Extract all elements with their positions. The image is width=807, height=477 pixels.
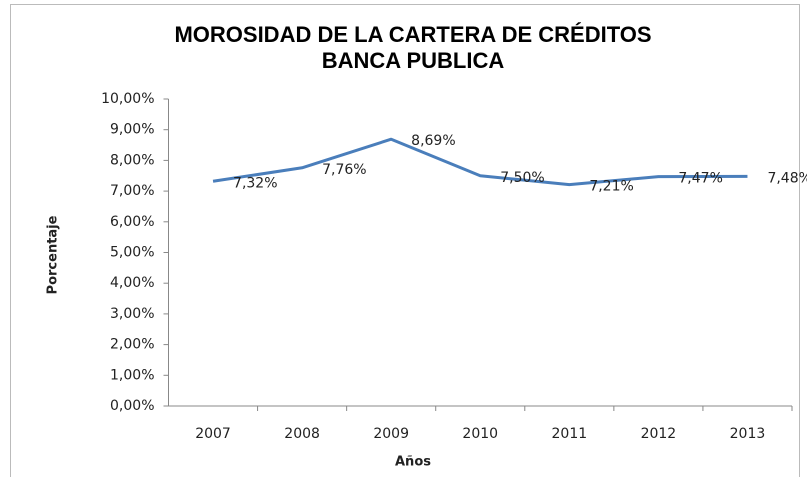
x-axis-title: Años: [395, 455, 431, 470]
chart-border: [10, 4, 800, 477]
x-tick-label: 2010: [462, 426, 498, 442]
chart-title: MOROSIDAD DE LA CARTERA DE CRÉDITOS: [174, 22, 651, 47]
y-tick-label: 3,00%: [110, 306, 154, 322]
y-tick-label: 6,00%: [110, 214, 154, 230]
y-tick-label: 9,00%: [110, 122, 154, 138]
y-axis-title: Porcentaje: [46, 215, 61, 294]
chart-subtitle: BANCA PUBLICA: [322, 48, 505, 73]
y-tick-label: 0,00%: [110, 398, 154, 414]
data-label: 7,21%: [589, 179, 633, 195]
y-tick-label: 4,00%: [110, 275, 154, 291]
y-tick-label: 1,00%: [110, 367, 154, 383]
data-label: 8,69%: [411, 133, 455, 149]
data-label: 7,47%: [678, 171, 722, 187]
x-tick-label: 2012: [641, 426, 677, 442]
data-label: 7,76%: [322, 162, 366, 178]
x-tick-label: 2008: [284, 426, 320, 442]
y-tick-label: 10,00%: [101, 91, 154, 107]
y-tick-label: 5,00%: [110, 245, 154, 261]
line: [212, 137, 748, 187]
y-tick-label: 8,00%: [110, 152, 154, 168]
x-tick-label: 2009: [373, 426, 409, 442]
y-tick-label: 2,00%: [110, 337, 154, 353]
data-label: 7,50%: [500, 170, 544, 186]
x-tick-label: 2013: [730, 426, 766, 442]
y-tick-label: 7,00%: [110, 183, 154, 199]
x-tick-label: 2011: [552, 426, 588, 442]
data-label: 7,32%: [233, 175, 277, 191]
x-tick-label: 2007: [195, 426, 231, 442]
data-label: 7,48%: [767, 170, 807, 186]
